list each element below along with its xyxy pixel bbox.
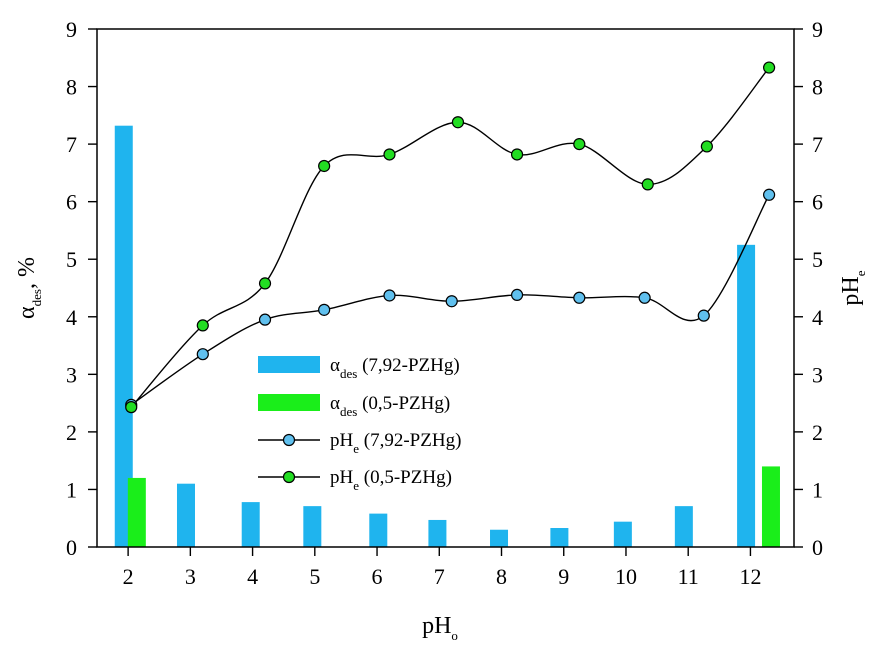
x-tick-label: 6 [372,564,383,589]
bar-series-0-6 [490,530,508,547]
point-series-0-10 [764,189,775,200]
legend-swatch-bar-0 [258,356,320,373]
legend-label: αdes (7,92-PZHg) [330,355,460,381]
y-left-tick-label: 0 [66,535,77,560]
bar-series-0-1 [177,484,195,547]
point-series-0-5 [446,296,457,307]
y-left-tick-label: 9 [66,17,77,42]
x-tick-label: 4 [247,564,258,589]
bar-series-0-2 [242,502,260,547]
point-series-1-7 [574,139,585,150]
y-right-tick-label: 5 [812,247,823,272]
bar-series-0-8 [614,522,632,547]
y-right-tick-label: 2 [812,420,823,445]
y-right-tick-label: 6 [812,190,823,215]
legend-label: pHe (7,92-PZHg) [330,430,461,456]
legend-swatch-marker-0 [284,435,295,446]
bar-series-1-1 [762,466,780,547]
x-tick-label: 2 [123,564,134,589]
y-left-tick-label: 1 [66,477,77,502]
legend-label: αdes (0,5-PZHg) [330,393,450,419]
bar-series-1-0 [128,478,146,547]
x-tick-label: 3 [185,564,196,589]
bar-series-0-3 [303,506,321,547]
y-left-tick-label: 6 [66,190,77,215]
point-series-0-6 [512,289,523,300]
x-tick-label: 12 [739,564,761,589]
point-series-1-6 [512,149,523,160]
point-series-1-0 [126,402,137,413]
legend-swatch-marker-1 [284,472,295,483]
x-tick-label: 8 [496,564,507,589]
y-left-tick-label: 5 [66,247,77,272]
y-right-tick-label: 0 [812,535,823,560]
point-series-0-3 [319,304,330,315]
x-axis-title: pHo [422,613,458,643]
x-tick-label: 7 [434,564,445,589]
point-series-1-3 [319,160,330,171]
legend-swatch-bar-1 [258,394,320,411]
bar-series-0-9 [675,506,693,547]
point-series-0-2 [260,314,271,325]
point-series-1-2 [260,278,271,289]
y-left-tick-label: 7 [66,132,77,157]
y-right-tick-label: 3 [812,362,823,387]
bar-series-0-5 [428,520,446,547]
y-right-tick-label: 4 [812,305,823,330]
y-right-tick-label: 9 [812,17,823,42]
y-right-axis-title: pHe [838,270,868,305]
point-series-0-9 [698,310,709,321]
y-left-tick-label: 3 [66,362,77,387]
bar-series-0-10 [737,245,755,547]
point-series-1-4 [384,149,395,160]
bar-series-0-4 [369,514,387,547]
point-series-1-9 [701,141,712,152]
point-series-1-1 [197,320,208,331]
point-series-0-4 [384,290,395,301]
y-left-axis-title: αdes, % [14,257,44,319]
y-left-tick-label: 8 [66,75,77,100]
point-series-1-10 [764,62,775,73]
y-right-tick-label: 8 [812,75,823,100]
point-series-0-7 [574,292,585,303]
x-tick-label: 5 [309,564,320,589]
legend: αdes (7,92-PZHg) αdes (0,5-PZHg) pHe (7,92… [258,355,461,493]
legend-label: pHe (0,5-PZHg) [330,467,452,493]
point-series-1-5 [452,117,463,128]
y-left-tick-label: 4 [66,305,77,330]
point-series-0-8 [639,292,650,303]
point-series-0-1 [197,349,208,360]
y-right-tick-label: 7 [812,132,823,157]
point-series-1-8 [642,179,653,190]
x-tick-label: 11 [678,564,699,589]
x-tick-label: 9 [558,564,569,589]
y-right-tick-label: 1 [812,477,823,502]
y-left-tick-label: 2 [66,420,77,445]
x-tick-label: 10 [615,564,637,589]
bar-series-0-7 [550,528,568,547]
